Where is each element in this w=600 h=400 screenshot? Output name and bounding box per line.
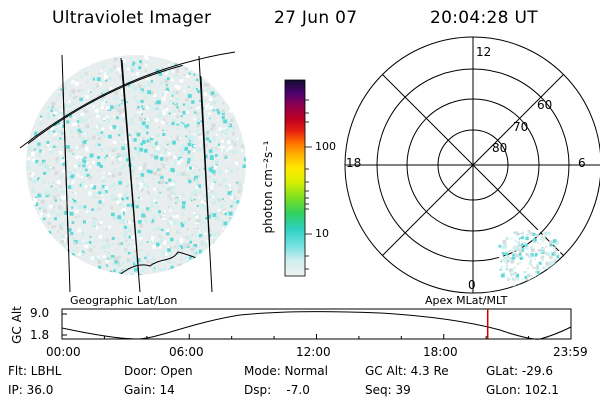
polar-aurora-patch (498, 228, 561, 292)
apex-grid-label: Apex MLat/MLT (425, 294, 508, 307)
geographic-grid-label: Geographic Lat/Lon (70, 294, 178, 307)
intensity-colorbar (284, 79, 306, 277)
longitude-line-ext-1 (61, 54, 71, 293)
mlat-label-60: 60 (537, 98, 553, 112)
instrument-title: Ultraviolet Imager (52, 8, 212, 28)
latitude-line-ext (19, 51, 236, 149)
orbit-x-tick-label-0: 00:00 (46, 345, 81, 359)
colorbar-tick-100: 100 (315, 140, 336, 153)
orbit-y-label: GC Alt (10, 306, 24, 344)
orbit-x-tick-label-6: 06:00 (169, 345, 204, 359)
colorbar-tick-10: 10 (315, 227, 329, 240)
earth-disc (16, 55, 246, 290)
info-filter: Flt: LBHL (8, 364, 62, 378)
orbit-altitude-curve (61, 311, 572, 340)
orbit-y-tick-label-9: 9.0 (30, 306, 50, 320)
mlat-label-80: 80 (492, 141, 508, 155)
longitude-line-ext-3 (198, 55, 213, 293)
info-ip: IP: 36.0 (8, 383, 54, 397)
orbit-x-tick-label-18: 18:00 (423, 345, 458, 359)
mlt-label-12: 12 (476, 45, 492, 59)
orbit-x-ticks (61, 334, 572, 339)
mlat-label-70: 70 (513, 120, 529, 134)
orbit-x-tick-label-12: 12:00 (296, 345, 331, 359)
orbit-y-tick-label-1.8: 1.8 (30, 328, 50, 342)
info-gc-alt: GC Alt: 4.3 Re (365, 364, 449, 378)
image-date: 27 Jun 07 (274, 8, 358, 28)
info-door: Door: Open (124, 364, 193, 378)
info-glon: GLon: 102.1 (486, 383, 559, 397)
colorbar-unit-label: photon cm⁻²s⁻¹ (261, 140, 275, 234)
colorbar-minor-ticks (305, 99, 312, 270)
mlt-label-18: 18 (346, 156, 362, 170)
info-mode: Mode: Normal (244, 364, 328, 378)
info-gain: Gain: 14 (124, 383, 175, 397)
orbit-x-tick-label-end: 23:59 (553, 345, 588, 359)
mlt-label-0: 0 (468, 278, 476, 292)
mlt-label-6: 6 (578, 156, 586, 170)
uv-speckle-field (26, 55, 246, 275)
info-seq: Seq: 39 (365, 383, 411, 397)
image-time: 20:04:28 UT (430, 8, 538, 28)
coastline-west (16, 262, 22, 290)
polar-grid (344, 36, 600, 294)
info-dsp: Dsp: -7.0 (244, 383, 310, 397)
longitude-line-ext-2 (120, 57, 141, 293)
info-glat: GLat: -29.6 (486, 364, 553, 378)
